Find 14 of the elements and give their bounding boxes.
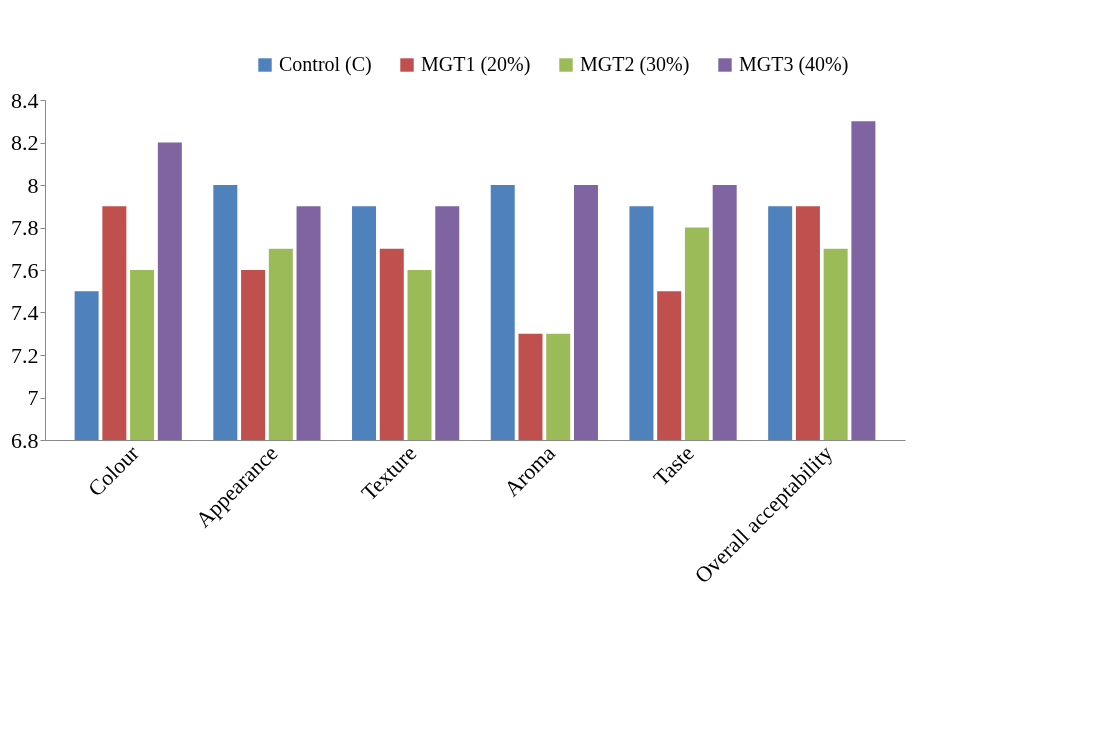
y-tick-label: 8.2	[11, 130, 39, 155]
y-tick-label: 7.2	[11, 342, 39, 368]
legend-label: Control (C)	[279, 53, 372, 76]
y-tick-label: 6.8	[11, 427, 39, 453]
y-tick-label: 7.4	[11, 300, 39, 325]
y-tick-label: 7.8	[11, 215, 39, 240]
y-tick-label: 8.4	[11, 87, 39, 113]
legend-label: MGT3 (40%)	[739, 53, 849, 76]
y-tick-label: 7.6	[11, 257, 39, 283]
legend-label: MGT1 (20%)	[421, 53, 531, 76]
legend-label: MGT2 (30%)	[580, 53, 690, 76]
x-tick-label: Taste	[648, 440, 699, 491]
y-tick-label: 8	[27, 172, 39, 198]
y-tick-label: 7	[27, 385, 39, 410]
